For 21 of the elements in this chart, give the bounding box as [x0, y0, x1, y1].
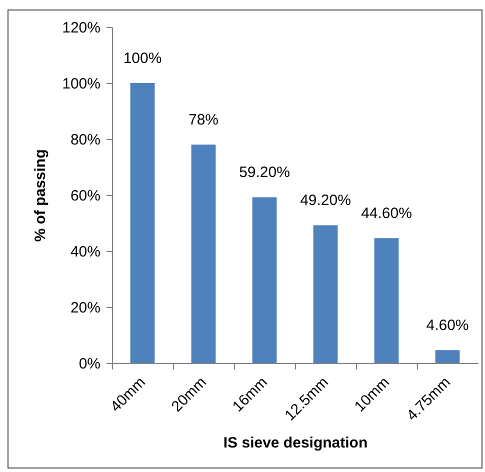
y-tick-label: 60% [70, 188, 100, 204]
data-label: 59.20% [239, 164, 290, 182]
data-label: 78% [188, 112, 219, 129]
y-tick-label: 100% [62, 76, 100, 92]
y-tick-label: 40% [70, 244, 100, 260]
data-label: 44.60% [361, 205, 412, 222]
bar [435, 350, 460, 363]
bar [191, 144, 216, 363]
y-tick-label: 120% [62, 20, 100, 36]
y-tick-label: 80% [70, 132, 100, 148]
data-label: 49.20% [300, 192, 351, 210]
data-label: 100% [123, 50, 162, 67]
data-label: 4.60% [426, 317, 469, 334]
y-tick-label: 0% [78, 356, 100, 372]
x-axis-title: IS sieve designation [223, 434, 368, 452]
bar [252, 197, 277, 363]
bar [313, 225, 338, 363]
bar [130, 83, 155, 363]
y-tick-label: 20% [70, 300, 100, 316]
y-axis-title: % of passing [32, 149, 50, 242]
bar [374, 238, 399, 363]
